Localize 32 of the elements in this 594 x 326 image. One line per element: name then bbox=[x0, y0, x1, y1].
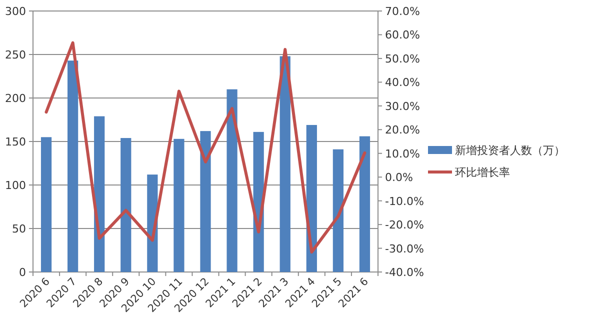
line-series bbox=[44, 41, 366, 254]
y-tick-label: 300 bbox=[5, 5, 26, 18]
bar bbox=[200, 131, 211, 272]
y2-tick-label: -10.0% bbox=[385, 194, 424, 208]
bar bbox=[174, 138, 184, 272]
y-tick-label: 100 bbox=[5, 179, 26, 192]
bar bbox=[68, 60, 78, 272]
y2-tick-label: 40.0% bbox=[385, 76, 420, 90]
bar bbox=[40, 137, 52, 272]
y2-tick-label: 0.0% bbox=[385, 171, 413, 184]
bar bbox=[94, 116, 105, 272]
y-tick-label: 150 bbox=[5, 136, 26, 148]
y2-tick-label: -40.0% bbox=[385, 266, 424, 279]
y-tick-label: 250 bbox=[5, 48, 26, 62]
y2-tick-label: -30.0% bbox=[385, 242, 424, 256]
y-tick-label: 200 bbox=[5, 92, 26, 105]
y2-tick-label: -20.0% bbox=[385, 218, 424, 232]
bar bbox=[226, 89, 238, 272]
y2-tick-label: 50.0% bbox=[385, 52, 420, 66]
y2-tick-label: 10.0% bbox=[385, 147, 420, 160]
y2-tick-label: 20.0% bbox=[385, 124, 420, 137]
bar bbox=[280, 56, 290, 272]
legend-label: 新增投资者人数（万） bbox=[455, 144, 565, 157]
bar bbox=[120, 138, 132, 272]
y2-tick-label: 30.0% bbox=[385, 100, 420, 113]
y2-tick-label: 70.0% bbox=[385, 5, 420, 18]
y-tick-label: 0 bbox=[19, 266, 26, 279]
bar bbox=[332, 149, 344, 272]
y-tick-label: 50 bbox=[12, 222, 26, 236]
legend-label: 环比增长率 bbox=[455, 166, 510, 179]
y2-tick-label: 60.0% bbox=[385, 28, 420, 42]
bar bbox=[359, 136, 370, 272]
